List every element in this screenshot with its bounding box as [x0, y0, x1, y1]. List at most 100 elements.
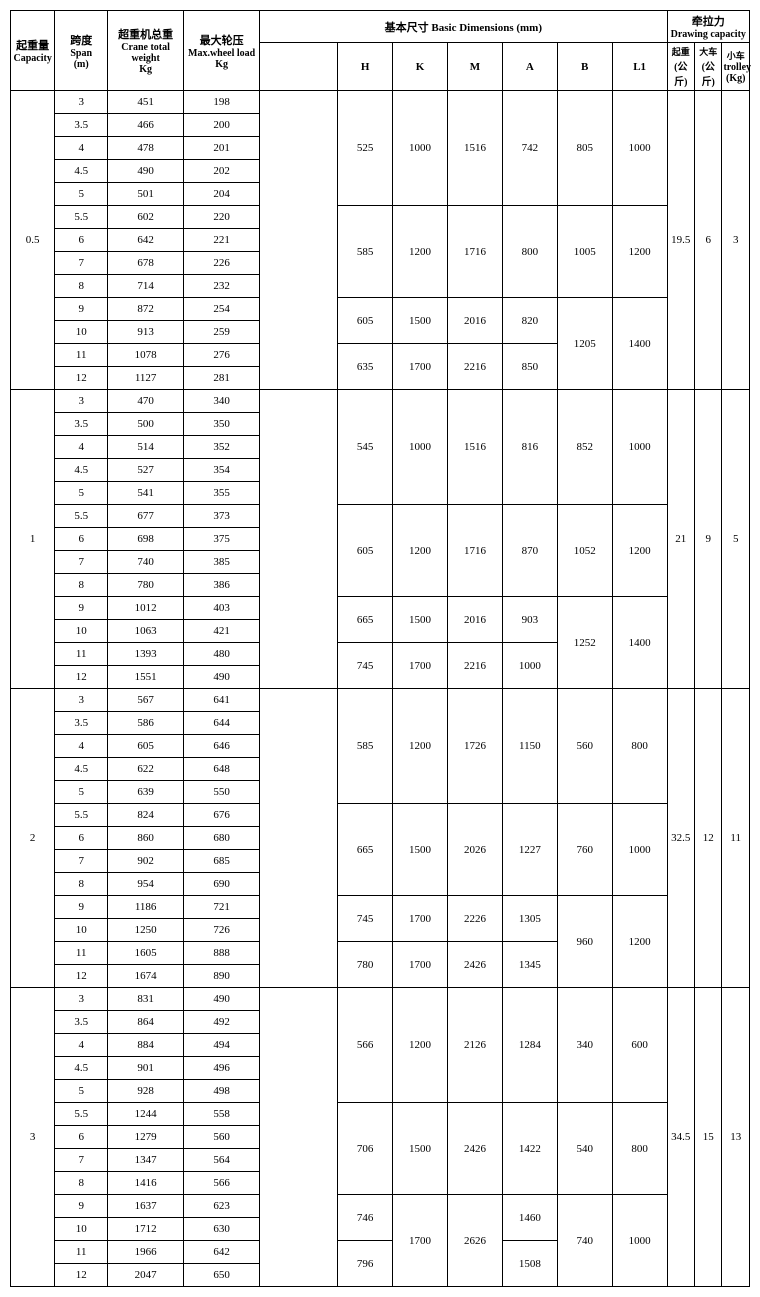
cell-totalweight: 913	[108, 321, 184, 344]
cell-maxload: 254	[184, 298, 260, 321]
maxload-label-cn: 最大轮压	[200, 35, 244, 47]
cell-m: 2426	[448, 1103, 503, 1195]
capacity-label-cn: 起重量	[16, 40, 49, 52]
cell-totalweight: 1416	[108, 1172, 184, 1195]
cell-maxload: 259	[184, 321, 260, 344]
totalweight-label-en: Crane total weight	[109, 42, 182, 64]
col-d1: 起重 (公斤)	[667, 43, 694, 91]
table-row: 5.51244558706150024261422540800	[11, 1103, 750, 1126]
drawing-label-en: Drawing capacity	[669, 29, 748, 40]
cell-h: 665	[338, 804, 393, 896]
cell-maxload: 201	[184, 137, 260, 160]
cell-span: 9	[55, 298, 108, 321]
cell-totalweight: 1674	[108, 965, 184, 988]
cell-span: 10	[55, 620, 108, 643]
cell-maxload: 564	[184, 1149, 260, 1172]
cell-capacity: 0.5	[11, 91, 55, 390]
cell-h: 635	[338, 344, 393, 390]
cell-span: 8	[55, 574, 108, 597]
cell-k: 1700	[393, 643, 448, 689]
cell-maxload: 650	[184, 1264, 260, 1287]
cell-totalweight: 1078	[108, 344, 184, 367]
cell-b: 805	[557, 91, 612, 206]
cell-a: 850	[502, 344, 557, 390]
cell-m: 1726	[448, 689, 503, 804]
table-row: 134703405451000151681685210002195	[11, 390, 750, 413]
cell-totalweight: 1347	[108, 1149, 184, 1172]
cell-capacity: 1	[11, 390, 55, 689]
span-unit: (m)	[56, 59, 106, 70]
cell-totalweight: 902	[108, 850, 184, 873]
cell-maxload: 494	[184, 1034, 260, 1057]
cell-totalweight: 954	[108, 873, 184, 896]
cell-k: 1700	[393, 344, 448, 390]
cell-maxload: 198	[184, 91, 260, 114]
cell-maxload: 375	[184, 528, 260, 551]
cell-totalweight: 824	[108, 804, 184, 827]
span-label-en: Span	[56, 48, 106, 59]
cell-a: 1345	[502, 942, 557, 988]
col-a: A	[502, 43, 557, 91]
cell-totalweight: 586	[108, 712, 184, 735]
cell-totalweight: 478	[108, 137, 184, 160]
cell-totalweight: 500	[108, 413, 184, 436]
cell-span: 4.5	[55, 1057, 108, 1080]
cell-totalweight: 864	[108, 1011, 184, 1034]
cell-span: 4.5	[55, 459, 108, 482]
cell-l1: 1000	[612, 390, 667, 505]
cell-totalweight: 780	[108, 574, 184, 597]
cell-totalweight: 1012	[108, 597, 184, 620]
cell-totalweight: 678	[108, 252, 184, 275]
cell-gap	[260, 988, 338, 1287]
table-row: 3383149056612002126128434060034.51513	[11, 988, 750, 1011]
cell-totalweight: 901	[108, 1057, 184, 1080]
cell-totalweight: 639	[108, 781, 184, 804]
cell-totalweight: 451	[108, 91, 184, 114]
cell-maxload: 281	[184, 367, 260, 390]
cell-maxload: 350	[184, 413, 260, 436]
cell-h: 585	[338, 689, 393, 804]
cell-h: 545	[338, 390, 393, 505]
cell-totalweight: 831	[108, 988, 184, 1011]
cell-l1: 1000	[612, 91, 667, 206]
cell-totalweight: 567	[108, 689, 184, 712]
cell-a: 816	[502, 390, 557, 505]
cell-k: 1200	[393, 505, 448, 597]
cell-totalweight: 1393	[108, 643, 184, 666]
cell-span: 3	[55, 689, 108, 712]
cell-span: 8	[55, 1172, 108, 1195]
cell-span: 3.5	[55, 114, 108, 137]
d1-unit: (公斤)	[669, 58, 693, 88]
totalweight-unit: Kg	[109, 64, 182, 75]
cell-k: 1500	[393, 597, 448, 643]
table-body: 0.5345119852510001516742805100019.5633.5…	[11, 91, 750, 1287]
d1-label: 起重	[672, 47, 690, 57]
cell-span: 5.5	[55, 1103, 108, 1126]
cell-totalweight: 514	[108, 436, 184, 459]
cell-span: 12	[55, 666, 108, 689]
cell-l1: 800	[612, 689, 667, 804]
cell-k: 1500	[393, 804, 448, 896]
cell-h: 585	[338, 206, 393, 298]
cell-drawing-2: 12	[695, 689, 722, 988]
cell-l1: 1400	[612, 298, 667, 390]
cell-span: 6	[55, 827, 108, 850]
cell-l1: 600	[612, 988, 667, 1103]
cell-maxload: 373	[184, 505, 260, 528]
cell-span: 4	[55, 735, 108, 758]
capacity-label-en: Capacity	[12, 53, 53, 64]
cell-span: 11	[55, 1241, 108, 1264]
cell-drawing-3: 3	[722, 91, 750, 390]
cell-maxload: 340	[184, 390, 260, 413]
cell-h: 665	[338, 597, 393, 643]
cell-maxload: 498	[184, 1080, 260, 1103]
cell-l1: 1400	[612, 597, 667, 689]
cell-gap	[260, 689, 338, 988]
cell-span: 3.5	[55, 413, 108, 436]
cell-m: 2126	[448, 988, 503, 1103]
table-row: 2356764158512001726115056080032.51211	[11, 689, 750, 712]
cell-a: 1227	[502, 804, 557, 896]
totalweight-label-cn: 超重机总重	[118, 29, 173, 41]
cell-h: 796	[338, 1241, 393, 1287]
cell-span: 6	[55, 1126, 108, 1149]
